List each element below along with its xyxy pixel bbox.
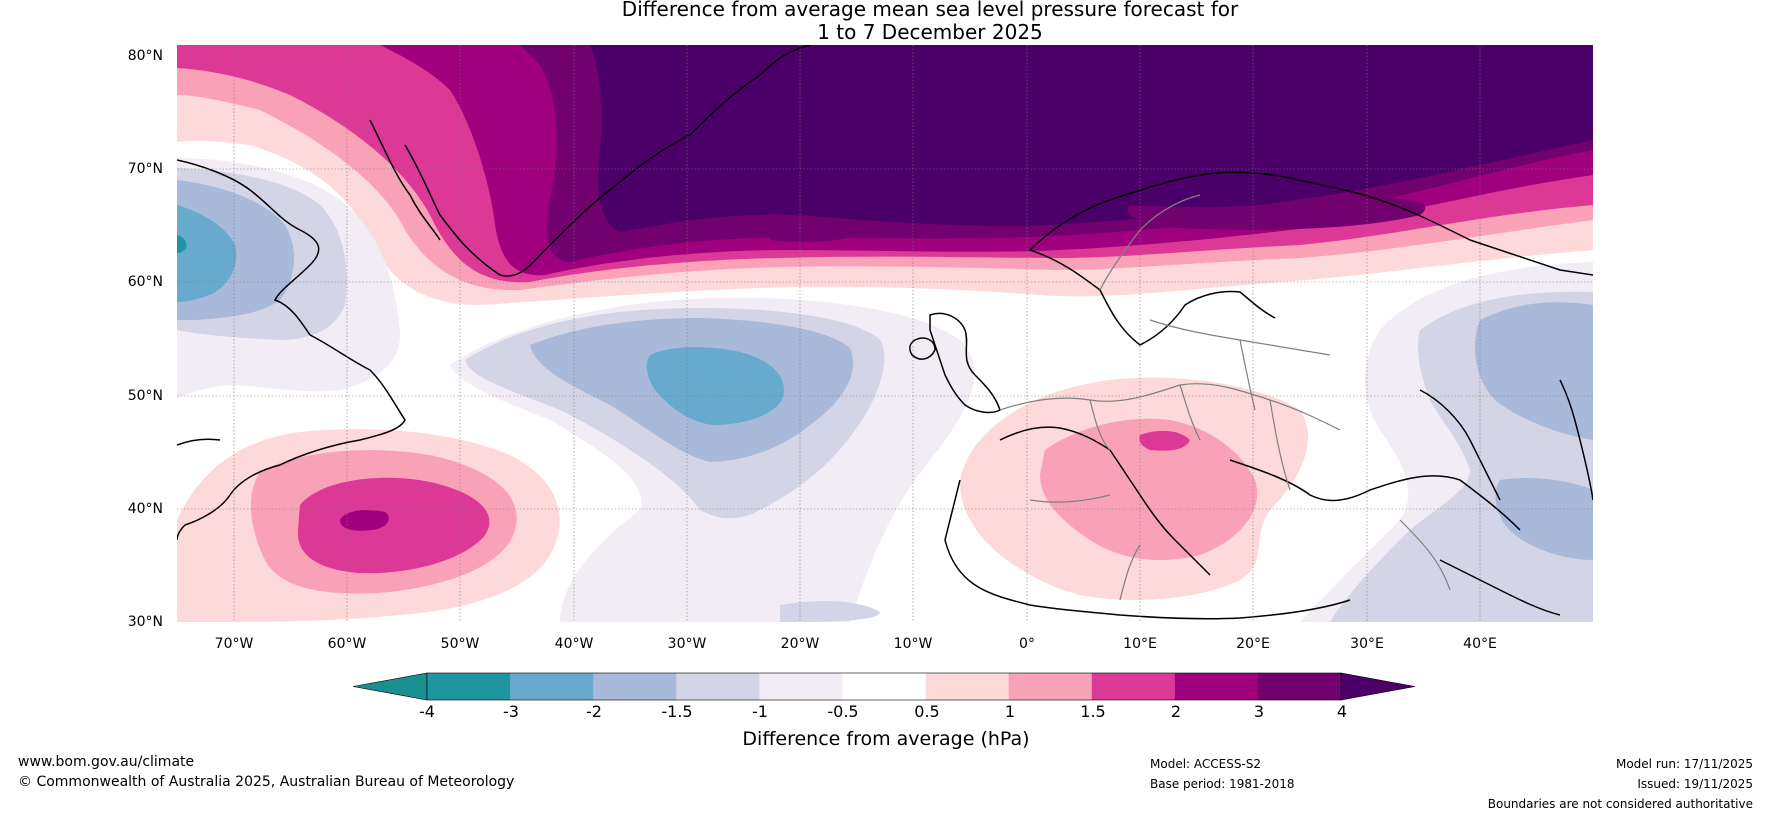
contour-positive-europe-1.5 [1139,430,1190,451]
colorbar-segment [759,673,843,700]
lat-label: 50°N [127,388,163,404]
colorbar [352,672,1416,701]
colorbar-tick: 0.5 [914,702,940,721]
pressure-anomaly-map [177,45,1593,622]
model-text: Model: ACCESS-S2 [1150,757,1262,771]
colorbar-segment [1174,673,1259,700]
contour-positive-4 [590,45,1593,232]
contour-positive-atlantic-1.5 [297,477,490,574]
website-text: www.bom.gov.au/climate [18,754,195,770]
lat-label: 80°N [127,48,163,64]
colorbar-segment [1258,673,1342,700]
colorbar-segment [1008,673,1093,700]
title-line-2: 1 to 7 December 2025 [817,20,1043,44]
colorbar-tick: 2 [1170,702,1182,721]
contour-negative-labrador-3 [177,235,187,253]
colorbar-outline [426,672,1342,701]
boundaries-disclaimer: Boundaries are not considered authoritat… [1487,797,1753,811]
contour-negative-east-1.5 [1475,302,1593,440]
contour-negative-atlantic-2 [646,347,784,425]
colorbar-segment [1091,673,1176,700]
chart-title: Difference from average mean sea level p… [0,0,1770,44]
lat-label: 60°N [127,274,163,290]
colorbar-tick: -2 [586,702,602,721]
lon-label: 50°W [440,636,480,652]
colorbar-extend-low [352,672,428,701]
colorbar-tick: 1.5 [1080,702,1106,721]
lon-label: 20°W [780,636,820,652]
lat-label: 70°N [127,161,163,177]
colorbar-tick: 4 [1336,702,1348,721]
lon-label: 0° [1019,636,1035,652]
lat-label: 40°N [127,501,163,517]
colorbar-segment [925,673,1010,700]
title-line-1: Difference from average mean sea level p… [621,0,1239,21]
country-borders [999,194,1451,601]
colorbar-tick: 1 [1004,702,1016,721]
colorbar-segment [510,673,594,700]
lon-label: 10°E [1123,636,1157,652]
lon-label: 30°E [1350,636,1384,652]
colorbar-segment [427,673,511,700]
graticule [177,45,1593,622]
lon-label: 70°W [214,636,254,652]
colorbar-label: Difference from average (hPa) [742,728,1030,750]
colorbar-segment [593,673,677,700]
contour-positive-3-scandinavia [1127,198,1426,230]
colorbar-segment [842,673,927,700]
contour-positive-europe-1 [1040,418,1258,560]
colorbar-segment [676,673,760,700]
lon-label: 10°W [893,636,933,652]
colorbar-tick: 3 [1253,702,1265,721]
lon-label: 40°E [1463,636,1497,652]
contour-negative-east-1.5b [1495,478,1593,560]
contour-negative-atlantic-southtip [780,600,880,622]
copyright-text: © Commonwealth of Australia 2025, Austra… [18,774,515,790]
base-period-text: Base period: 1981-2018 [1150,777,1295,791]
lat-label: 30°N [127,614,163,630]
colorbar-tick: -4 [419,702,435,721]
colorbar-tick: -3 [503,702,519,721]
colorbar-tick: -1 [752,702,768,721]
colorbar-tick: -1.5 [661,702,693,721]
contour-negative-labrador-2 [177,205,237,302]
lon-label: 20°E [1236,636,1270,652]
contour-positive-3-iceland [770,223,860,242]
contour-positive-atlantic-2 [340,510,389,531]
colorbar-tick: -0.5 [827,702,859,721]
lon-label: 40°W [554,636,594,652]
lon-label: 30°W [667,636,707,652]
model-run-text: Model run: 17/11/2025 [1615,757,1753,771]
issued-text: Issued: 19/11/2025 [1637,777,1753,791]
colorbar-extend-high [1340,672,1416,701]
lon-label: 60°W [327,636,367,652]
